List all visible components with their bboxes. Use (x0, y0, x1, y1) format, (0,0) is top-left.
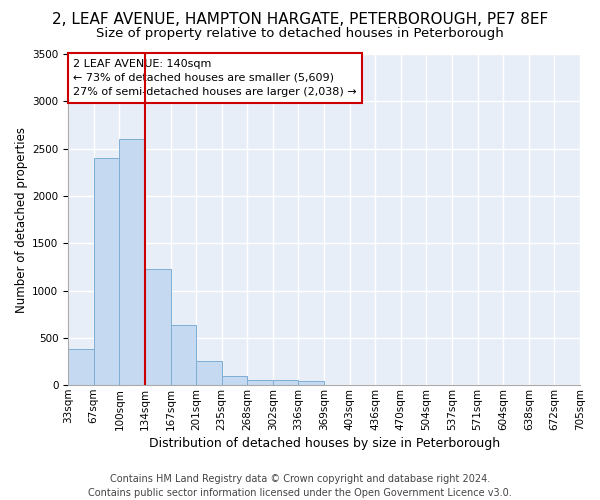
Bar (273, 380, 298, 385)
Bar (221, 376, 247, 385)
Text: 2 LEAF AVENUE: 140sqm
← 73% of detached houses are smaller (5,609)
27% of semi-d: 2 LEAF AVENUE: 140sqm ← 73% of detached … (73, 59, 357, 97)
Text: Contains HM Land Registry data © Crown copyright and database right 2024.
Contai: Contains HM Land Registry data © Crown c… (88, 474, 512, 498)
Bar (196, 360, 221, 385)
Bar (170, 324, 196, 385)
Bar (119, 139, 145, 385)
Text: 2, LEAF AVENUE, HAMPTON HARGATE, PETERBOROUGH, PE7 8EF: 2, LEAF AVENUE, HAMPTON HARGATE, PETERBO… (52, 12, 548, 28)
Bar (145, 269, 170, 385)
Text: Size of property relative to detached houses in Peterborough: Size of property relative to detached ho… (96, 28, 504, 40)
Bar (298, 382, 324, 385)
Bar (68, 349, 94, 385)
X-axis label: Distribution of detached houses by size in Peterborough: Distribution of detached houses by size … (149, 437, 500, 450)
Bar (94, 158, 119, 385)
Y-axis label: Number of detached properties: Number of detached properties (15, 126, 28, 312)
Bar (247, 380, 273, 385)
